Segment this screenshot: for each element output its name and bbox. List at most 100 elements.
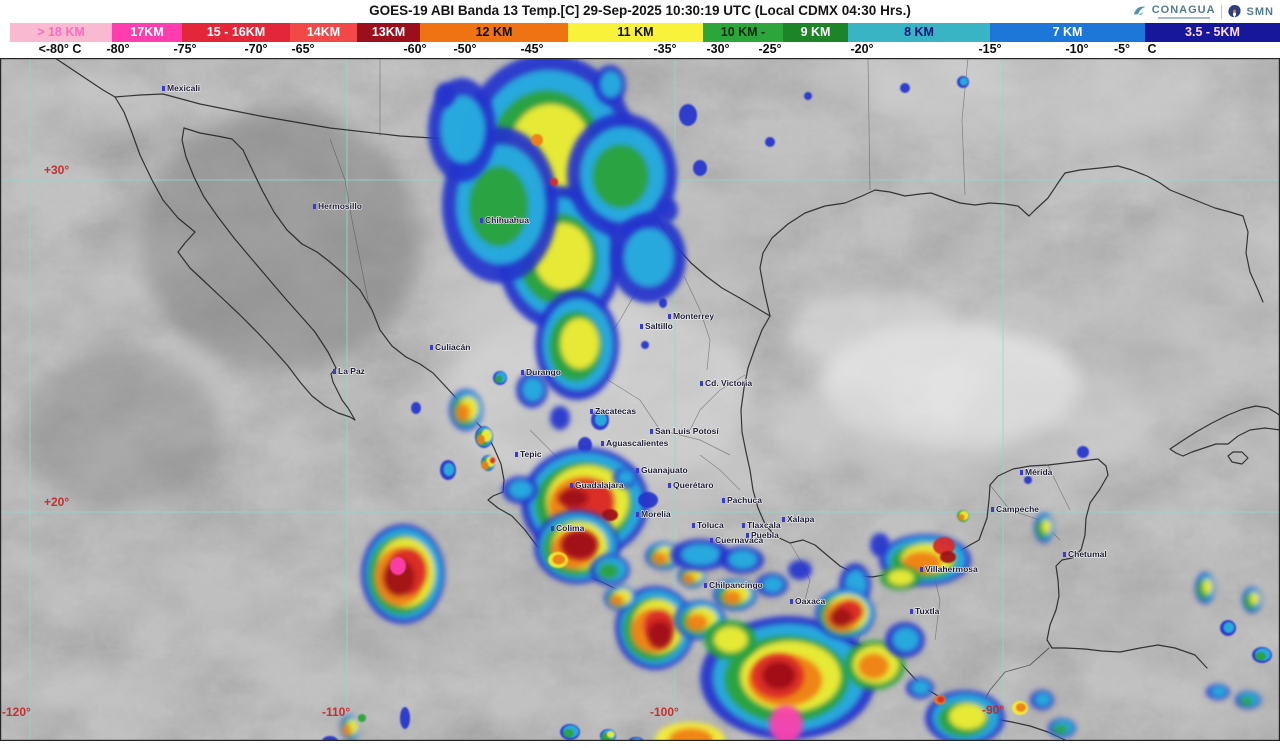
storm-cell	[900, 83, 910, 93]
storm-cell	[411, 402, 421, 414]
city-label: Querétaro	[668, 479, 714, 491]
coast-california	[54, 58, 116, 98]
city-label: Chetumal	[1063, 548, 1107, 560]
coordinate-label: +20°	[44, 495, 69, 509]
conagua-logo-text: CONAGUA	[1151, 4, 1216, 16]
storm-cell	[591, 410, 609, 430]
storm-cell	[502, 476, 538, 504]
city-name: Chihuahua	[485, 215, 529, 225]
storm-cell	[548, 552, 568, 568]
city-label: La Paz	[333, 365, 366, 377]
storm-cell	[940, 551, 956, 563]
city-label: Colima	[551, 522, 585, 534]
temperature-tick: -15°	[978, 42, 1002, 56]
city-name: Hermosillo	[318, 201, 362, 211]
scale-segment: 7 KM	[990, 23, 1145, 42]
storm-cell	[933, 537, 955, 555]
city-marker	[636, 468, 639, 473]
logo-divider	[1220, 4, 1222, 19]
conagua-logo-icon	[1133, 6, 1145, 16]
city-name: San Luis Potosí	[655, 426, 719, 436]
temperature-tick: -10°	[1065, 42, 1089, 56]
storm-cell	[516, 372, 548, 408]
storm-cell	[934, 695, 946, 705]
storm-cell	[1242, 587, 1262, 613]
storm-cell	[769, 705, 803, 741]
storm-cell	[765, 137, 775, 147]
temperature-tick: -30°	[706, 42, 730, 56]
city-label: Mexicali	[162, 82, 201, 94]
coast-us-gulf	[759, 165, 1264, 317]
temperature-tick: -60°	[403, 42, 427, 56]
city-marker	[746, 533, 749, 538]
scale-segment: 9 KM	[783, 23, 848, 42]
altitude-scale-bar: > 18 KM 17KM 15 - 16KM 14KM 13KM 12 KM 11 KM 10…	[0, 23, 1280, 42]
storm-cell	[1220, 620, 1236, 636]
satellite-map-canvas: Mexicali Hermosillo Chihuahua Culiacán La Pa…	[0, 58, 1280, 741]
city-name: Durango	[526, 367, 561, 377]
storm-cell	[704, 620, 756, 660]
storm-cell	[1034, 513, 1054, 543]
city-name: Toluca	[697, 520, 724, 530]
coordinate-label: -110°	[322, 705, 350, 719]
storm-cell	[885, 622, 925, 658]
storm-cell	[815, 588, 875, 640]
city-marker	[313, 204, 316, 209]
temperature-tick: -20°	[850, 42, 874, 56]
smn-logo-icon	[1227, 4, 1241, 18]
storm-cell	[713, 579, 757, 611]
city-marker	[1020, 470, 1023, 475]
storm-cell	[1024, 476, 1032, 484]
smn-logo-text: SMN	[1246, 5, 1274, 18]
city-label: Pachuca	[722, 494, 763, 506]
conagua-logo-subtext	[1157, 17, 1210, 19]
city-name: Morelia	[641, 509, 671, 519]
header-bar: GOES-19 ABI Banda 13 Temp.[C] 29-Sep-202…	[0, 0, 1280, 23]
storm-cell	[925, 690, 1005, 741]
storm-cell	[535, 290, 619, 400]
scale-segment: 15 - 16KM	[182, 23, 290, 42]
storm-cell	[475, 426, 493, 448]
coast-baja	[114, 96, 356, 421]
city-name: Tuxtla	[915, 606, 940, 616]
storm-cell	[550, 406, 570, 430]
storm-cell	[679, 104, 697, 126]
city-layer: Mexicali Hermosillo Chihuahua Culiacán La Pa…	[162, 82, 1107, 617]
temperature-tick: -70°	[244, 42, 268, 56]
storm-cell	[400, 707, 410, 729]
storm-cell	[558, 489, 588, 507]
city-name: Campeche	[996, 504, 1039, 514]
storm-cell	[440, 460, 456, 480]
temperature-tick: -25°	[758, 42, 782, 56]
city-label: Saltillo	[640, 320, 674, 332]
temperature-tick: -50°	[453, 42, 477, 56]
city-marker	[430, 345, 433, 350]
coordinate-label: -90°	[982, 703, 1004, 717]
storm-cell	[655, 722, 725, 741]
storm-cell	[957, 76, 969, 88]
coordinate-label: +30°	[44, 163, 69, 177]
city-name: Zacatecas	[595, 406, 636, 416]
city-label: Guanajuato	[636, 464, 688, 476]
city-marker	[521, 370, 524, 375]
storm-cell	[641, 341, 649, 349]
storm-cell	[648, 621, 672, 649]
city-marker	[640, 324, 643, 329]
scale-segment: 10 KM -	[703, 23, 783, 42]
city-label: Guadalajara	[570, 479, 625, 491]
city-marker	[570, 483, 573, 488]
city-marker	[668, 483, 671, 488]
agency-logos: CONAGUA SMN	[1125, 1, 1274, 22]
city-label: Mérida	[1020, 466, 1053, 478]
storm-cell	[845, 640, 905, 690]
city-name: La Paz	[338, 366, 365, 376]
scale-segment: 17KM	[112, 23, 182, 42]
storm-cell	[638, 492, 658, 508]
storm-cell	[560, 724, 580, 740]
city-label: Villahermosa	[920, 563, 979, 575]
storm-cell	[1048, 718, 1076, 738]
storm-cell	[361, 524, 445, 624]
city-marker	[162, 86, 165, 91]
city-name: Pachuca	[727, 495, 762, 505]
city-name: Villahermosa	[925, 564, 978, 574]
